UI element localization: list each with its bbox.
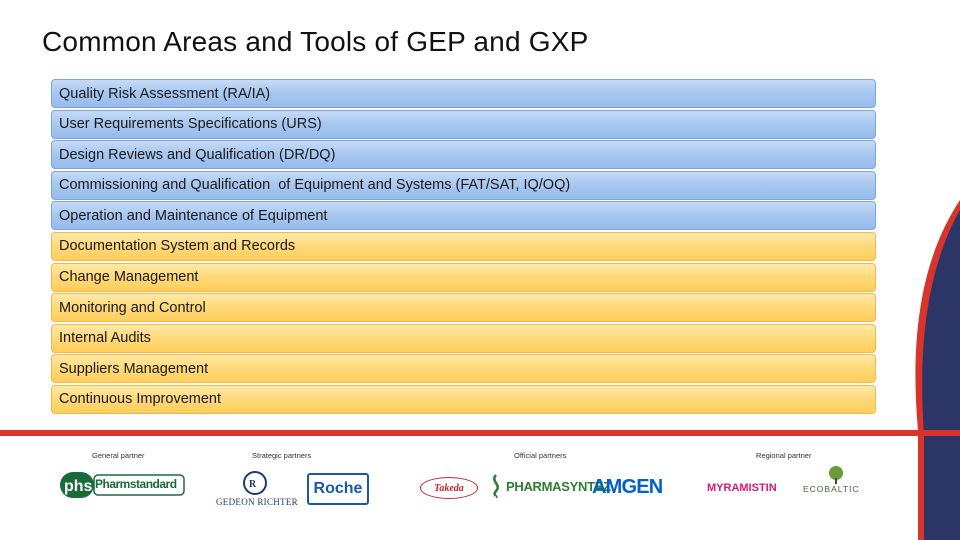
list-item: Suppliers Management: [51, 354, 876, 384]
svg-text:R: R: [249, 479, 257, 490]
svg-text:phs: phs: [64, 478, 93, 495]
list-item: Change Management: [51, 262, 876, 292]
list-item-label: Continuous Improvement: [59, 391, 221, 408]
list-item-label: Quality Risk Assessment (RA/IA): [59, 85, 271, 102]
list-item: Commissioning and Qualification of Equip…: [51, 170, 876, 200]
corner-decoration: [915, 200, 960, 540]
list-item-label: Documentation System and Records: [59, 238, 296, 255]
list-item: Design Reviews and Qualification (DR/DQ): [51, 140, 876, 170]
list-item-label: User Requirements Specifications (URS): [59, 116, 322, 133]
list-item: Internal Audits: [51, 323, 876, 353]
regional-partner-label: Regional partner: [756, 451, 812, 460]
gedeon-richter-emblem-icon: R: [243, 471, 267, 495]
areas-list: Quality Risk Assessment (RA/IA) User Req…: [51, 79, 876, 416]
myramistin-logo: MYRAMISTIN: [707, 482, 777, 494]
list-item-label: Monitoring and Control: [59, 299, 206, 316]
official-partners-label: Official partners: [514, 451, 567, 460]
page-title: Common Areas and Tools of GEP and GXP: [42, 26, 589, 57]
amgen-logo: AMGEN: [592, 476, 663, 498]
list-item: User Requirements Specifications (URS): [51, 109, 876, 139]
pharmasyntez-emblem-icon: [493, 474, 499, 499]
roche-logo: Roche: [307, 473, 369, 505]
list-item: Documentation System and Records: [51, 231, 876, 261]
gedeon-richter-text: GEDEON RICHTER: [216, 497, 298, 507]
list-item: Quality Risk Assessment (RA/IA): [51, 79, 876, 108]
takeda-logo: Takeda: [420, 477, 478, 499]
general-partner-label: General partner: [92, 451, 145, 460]
list-item: Operation and Maintenance of Equipment: [51, 201, 876, 231]
list-item: Continuous Improvement: [51, 384, 876, 414]
list-item-label: Change Management: [59, 269, 199, 286]
pharmstandard-text: Pharmstandard: [95, 477, 177, 491]
list-item-label: Commissioning and Qualification of Equip…: [59, 177, 571, 194]
ecobaltic-tree-icon: [829, 466, 843, 484]
ecobaltic-logo: ECOBALTIC: [803, 484, 860, 494]
list-item: Monitoring and Control: [51, 293, 876, 323]
strategic-partners-label: Strategic partners: [252, 451, 312, 460]
list-item-label: Suppliers Management: [59, 360, 209, 377]
list-item-label: Operation and Maintenance of Equipment: [59, 207, 328, 224]
pharmasyntez-logo: PHARMASYNTEZ: [506, 479, 611, 494]
divider-band: [0, 430, 960, 436]
list-item-label: Internal Audits: [59, 330, 151, 347]
list-item-label: Design Reviews and Qualification (DR/DQ): [59, 146, 336, 163]
pharmstandard-logo: phs: [60, 472, 185, 498]
